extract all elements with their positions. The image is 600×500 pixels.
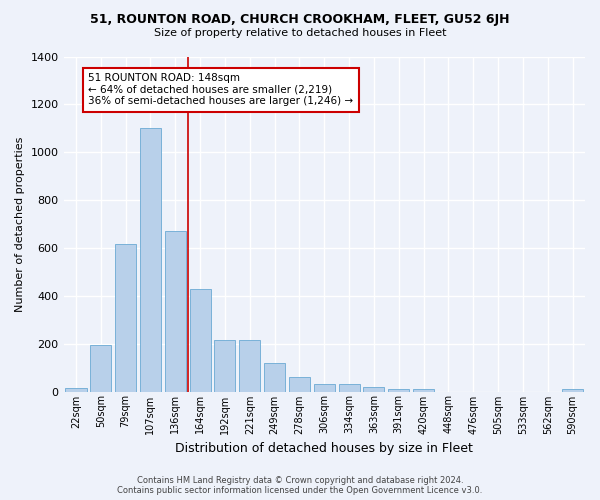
Text: 51, ROUNTON ROAD, CHURCH CROOKHAM, FLEET, GU52 6JH: 51, ROUNTON ROAD, CHURCH CROOKHAM, FLEET… xyxy=(90,12,510,26)
Bar xyxy=(364,386,385,392)
Bar xyxy=(165,231,186,392)
Bar xyxy=(190,288,211,392)
Text: Size of property relative to detached houses in Fleet: Size of property relative to detached ho… xyxy=(154,28,446,38)
Bar xyxy=(388,388,409,392)
Bar xyxy=(562,389,583,392)
Bar xyxy=(115,244,136,392)
Bar xyxy=(413,388,434,392)
Text: Contains HM Land Registry data © Crown copyright and database right 2024.
Contai: Contains HM Land Registry data © Crown c… xyxy=(118,476,482,495)
Bar xyxy=(65,388,86,392)
X-axis label: Distribution of detached houses by size in Fleet: Distribution of detached houses by size … xyxy=(175,442,473,455)
Bar xyxy=(90,345,112,392)
Text: 51 ROUNTON ROAD: 148sqm
← 64% of detached houses are smaller (2,219)
36% of semi: 51 ROUNTON ROAD: 148sqm ← 64% of detache… xyxy=(88,74,353,106)
Bar xyxy=(214,340,235,392)
Bar xyxy=(239,340,260,392)
Bar xyxy=(264,363,285,392)
Bar xyxy=(140,128,161,392)
Bar xyxy=(338,384,359,392)
Y-axis label: Number of detached properties: Number of detached properties xyxy=(15,136,25,312)
Bar xyxy=(289,377,310,392)
Bar xyxy=(314,384,335,392)
